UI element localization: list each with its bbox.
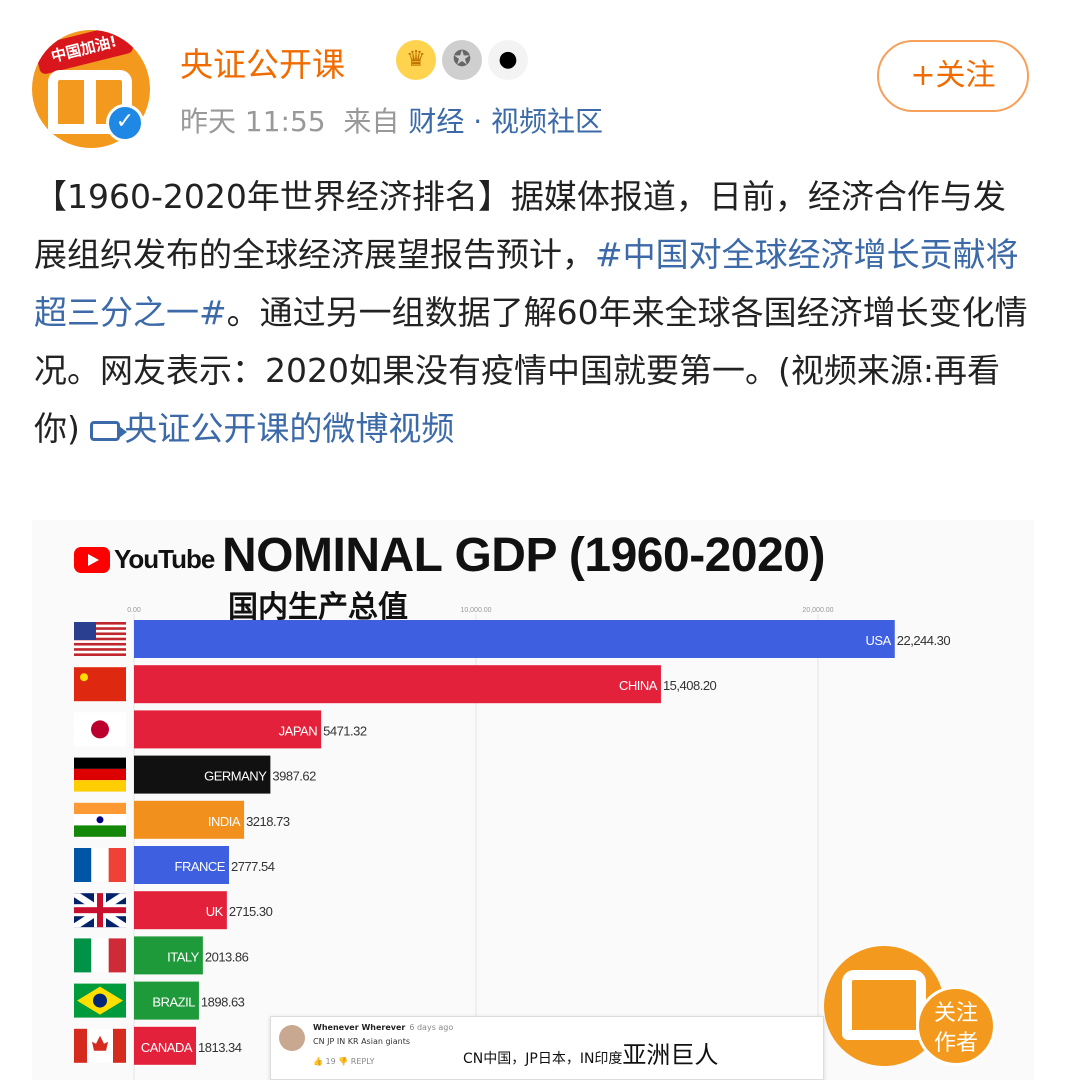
bar-japan xyxy=(134,710,322,749)
author-avatar[interactable]: 中国加油! xyxy=(32,30,150,148)
x-tick-label: 0.00 xyxy=(127,607,141,614)
translation-big: 亚洲巨人 xyxy=(622,1041,719,1069)
germany-flag-icon xyxy=(74,757,126,792)
value-label-france: 2777.54 xyxy=(231,859,275,874)
bar-label-usa: USA xyxy=(866,633,892,648)
video-link-label: 央证公开课的微博视频 xyxy=(124,409,455,448)
thumbs-down-icon: 👎 xyxy=(338,1057,349,1066)
bar-france xyxy=(134,846,229,884)
commenter-avatar xyxy=(279,1025,305,1051)
uk-flag-icon xyxy=(74,893,126,928)
us-flag-icon xyxy=(74,622,126,656)
reply-label: REPLY xyxy=(350,1057,375,1066)
value-label-uk: 2715.30 xyxy=(229,904,273,919)
comment-time: 6 days ago xyxy=(409,1023,454,1032)
x-tick-label: 10,000.00 xyxy=(460,607,491,614)
post-meta: 昨天 11:55 来自 财经 · 视频社区 xyxy=(180,100,603,140)
verified-icon: ✓ xyxy=(106,104,144,142)
france-flag-icon xyxy=(74,848,126,882)
translation-prefix: CN中国，JP日本，IN印度 xyxy=(463,1051,623,1067)
follow-button[interactable]: +关注 xyxy=(877,40,1029,112)
user-badges: ♛ ✪ ● xyxy=(396,40,528,80)
commenter-name: Whenever Wherever xyxy=(313,1023,406,1032)
crown-icon[interactable]: ♛ xyxy=(396,40,436,80)
post-time: 昨天 11:55 xyxy=(180,105,326,138)
medal-icon[interactable]: ✪ xyxy=(442,40,482,80)
post-body: 【1960-2020年世界经济排名】据媒体报道，日前，经济合作与发展组织发布的全… xyxy=(34,168,1034,458)
bar-label-germany: GERMANY xyxy=(204,769,267,784)
commenter-line: Whenever Wherever 6 days ago xyxy=(313,1023,453,1032)
value-label-brazil: 1898.63 xyxy=(201,995,245,1010)
author-name[interactable]: 央证公开课 xyxy=(180,45,345,84)
follow-author-line2: 作者 xyxy=(933,1031,978,1056)
bar-label-japan: JAPAN xyxy=(279,723,318,738)
video-camera-icon xyxy=(90,420,128,441)
post-source-link[interactable]: 财经 · 视频社区 xyxy=(408,105,604,138)
bar-label-india: INDIA xyxy=(208,814,241,829)
bar-label-uk: UK xyxy=(206,904,224,919)
bar-italy xyxy=(134,936,203,975)
follow-author-line1: 关注 xyxy=(933,1001,978,1026)
from-label: 来自 xyxy=(343,105,400,138)
bar-uk xyxy=(134,891,227,930)
follow-author-button[interactable]: 关注 作者 xyxy=(916,986,996,1066)
like-count: 19 xyxy=(325,1057,336,1066)
thumbs-up-icon: 👍 xyxy=(313,1057,323,1066)
bar-brazil xyxy=(134,981,199,1020)
value-label-india: 3218.73 xyxy=(246,814,290,829)
bar-canada xyxy=(134,1026,197,1065)
gdp-bar-chart: 0.00 10,000.00 20,000.00 USA 22,244.30 CHINA 1… xyxy=(74,607,951,1080)
comment-translation: CN中国，JP日本，IN印度亚洲巨人 xyxy=(463,1035,718,1070)
canada-flag-icon xyxy=(74,1028,126,1063)
india-flag-icon xyxy=(74,802,126,837)
avatar-ribbon: 中国加油! xyxy=(33,30,135,76)
bar-label-france: FRANCE xyxy=(175,859,226,874)
bar-label-italy: ITALY xyxy=(167,949,200,964)
bar-germany xyxy=(134,755,271,794)
youtube-label: YouTube xyxy=(114,544,215,574)
value-label-china: 15,408.20 xyxy=(663,678,717,693)
youtube-icon xyxy=(74,546,110,573)
post-text-part1: 【1960-2020年世界经济排名】据媒体报道，日前，经济合作与发展组织发布的全… xyxy=(34,177,1006,274)
bar-label-canada: CANADA xyxy=(141,1040,193,1055)
chart-title: NOMINAL GDP (1960-2020) xyxy=(222,529,825,582)
japan-flag-icon xyxy=(74,712,126,747)
post-text-part2: 。通过另一组数据了解60年来全球各国经济增长变化情况。网友表示：2020如果没有… xyxy=(34,293,1028,448)
comment-actions: 👍 19 👎 REPLY xyxy=(313,1057,374,1066)
youtube-logo: YouTube xyxy=(74,544,215,575)
floating-follow-widget[interactable]: 关注 作者 xyxy=(824,946,1012,1066)
bar-india xyxy=(134,800,245,839)
hashtag-link[interactable]: #中国对全球经济增长贡献将超三分之一# xyxy=(34,235,1019,332)
value-label-germany: 3987.62 xyxy=(272,769,316,784)
comment-text: CN JP IN KR Asian giants xyxy=(313,1037,411,1046)
value-label-japan: 5471.32 xyxy=(323,723,367,738)
value-label-italy: 2013.86 xyxy=(205,949,249,964)
channel-logo-icon xyxy=(48,70,132,134)
bar-label-brazil: BRAZIL xyxy=(152,995,195,1010)
video-link[interactable]: 央证公开课的微博视频 xyxy=(90,409,454,448)
chart-subtitle: 国内生产总值 xyxy=(228,590,408,625)
x-tick-label: 20,000.00 xyxy=(802,607,833,614)
value-label-usa: 22,244.30 xyxy=(897,633,951,648)
brazil-flag-icon xyxy=(74,983,126,1018)
bar-usa xyxy=(134,620,895,658)
panda-icon[interactable]: ● xyxy=(488,40,528,80)
bar-china xyxy=(134,665,661,704)
comment-card: Whenever Wherever 6 days ago CN JP IN KR … xyxy=(270,1016,824,1080)
china-flag-icon xyxy=(74,667,126,702)
value-label-canada: 1813.34 xyxy=(198,1040,242,1055)
italy-flag-icon xyxy=(74,938,126,973)
bar-label-china: CHINA xyxy=(619,678,658,693)
video-player[interactable]: 0.00 10,000.00 20,000.00 USA 22,244.30 CHINA 1… xyxy=(32,520,1034,1080)
